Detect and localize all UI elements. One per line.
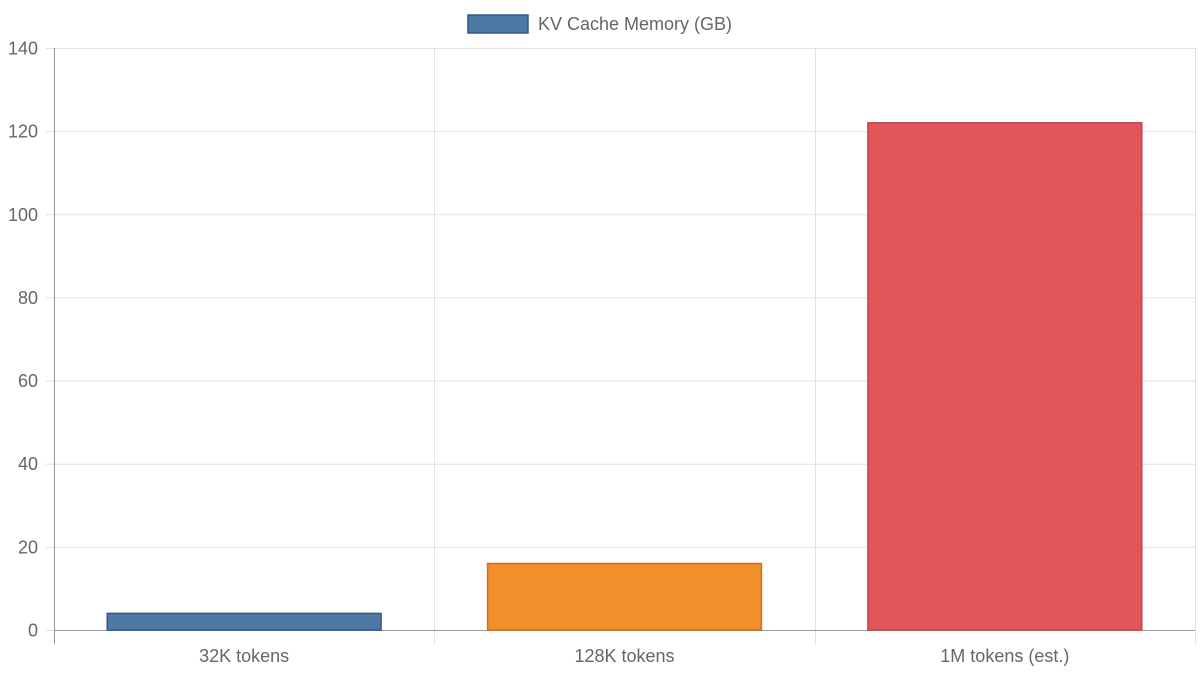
x-tick-label: 1M tokens (est.): [940, 646, 1069, 666]
bar-0[interactable]: [106, 612, 382, 631]
y-tick-label: 60: [18, 371, 38, 391]
bar-1[interactable]: [486, 562, 763, 631]
x-tick-label: 128K tokens: [574, 646, 674, 666]
legend[interactable]: KV Cache Memory (GB): [467, 14, 732, 34]
y-tick-label: 40: [18, 454, 38, 474]
bar-2[interactable]: [867, 122, 1143, 631]
legend-swatch: [467, 14, 529, 34]
y-tick-label: 80: [18, 288, 38, 308]
y-tick-label: 20: [18, 537, 38, 557]
bars-layer: [106, 122, 1143, 631]
axis-layer: 0 20 40 60 80 100 120 140 32K tokens 128K tokens 1…: [8, 39, 1195, 666]
x-tick-label: 32K tokens: [199, 646, 289, 666]
legend-label: KV Cache Memory (GB): [538, 14, 732, 34]
y-tick-label: 120: [8, 122, 38, 142]
y-tick-label: 0: [28, 621, 38, 641]
y-tick-label: 100: [8, 205, 38, 225]
y-tick-label: 140: [8, 39, 38, 59]
